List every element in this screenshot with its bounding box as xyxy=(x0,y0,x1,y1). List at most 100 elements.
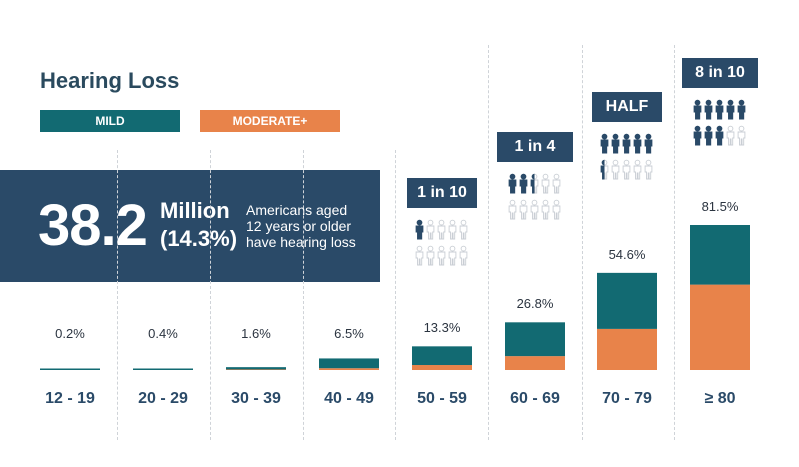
legend-moderate: MODERATE+ xyxy=(200,110,340,132)
value-label: 26.8% xyxy=(516,296,554,312)
person-icon xyxy=(704,125,713,146)
category-label: 60 - 69 xyxy=(510,390,560,407)
column-divider xyxy=(117,150,118,440)
person-icon xyxy=(600,159,605,180)
person-figure xyxy=(530,199,539,220)
person-icon xyxy=(737,99,746,120)
banner-desc-line-2: 12 years or older xyxy=(246,218,352,234)
value-label: 13.3% xyxy=(423,320,461,336)
person-icon xyxy=(737,125,746,146)
bar-mild xyxy=(133,368,193,370)
person-figure xyxy=(622,133,631,154)
person-figure xyxy=(459,219,468,240)
person-figure xyxy=(737,125,746,146)
person-icon xyxy=(622,133,631,154)
category-label: 40 - 49 xyxy=(324,390,374,407)
banner-desc-line-1: Americans aged xyxy=(246,202,348,218)
banner-unit: Million xyxy=(160,198,230,223)
person-icon xyxy=(644,133,653,154)
ratio-badge: 1 in 4 xyxy=(497,132,573,162)
summary-banner: 38.2 Million (14.3%) Americans aged 12 y… xyxy=(0,170,380,282)
column-divider xyxy=(674,45,675,440)
bar-moderate xyxy=(412,365,472,370)
person-figure xyxy=(715,99,724,120)
bar-moderate xyxy=(505,356,565,370)
person-figure xyxy=(704,99,713,120)
person-icon xyxy=(519,173,528,194)
bar-mild xyxy=(226,367,286,370)
ratio-badge: 1 in 10 xyxy=(407,178,477,208)
person-icon xyxy=(644,159,653,180)
person-icon xyxy=(448,245,457,266)
category-label: 20 - 29 xyxy=(138,390,188,407)
value-label: 0.4% xyxy=(148,326,178,341)
category-label: 70 - 79 xyxy=(602,390,652,407)
person-icon xyxy=(415,219,424,240)
category-label: 30 - 39 xyxy=(231,390,281,407)
person-figure xyxy=(600,133,609,154)
person-figure xyxy=(426,245,435,266)
person-figure xyxy=(644,159,653,180)
value-label: 1.6% xyxy=(241,326,271,341)
person-icon xyxy=(622,159,631,180)
category-label: 50 - 59 xyxy=(417,390,467,407)
person-figure xyxy=(426,219,435,240)
value-label: 81.5% xyxy=(701,199,739,214)
ratio-badge: HALF xyxy=(592,92,662,122)
person-icon xyxy=(715,125,724,146)
person-icon xyxy=(633,133,642,154)
person-figure xyxy=(726,125,735,146)
person-figure xyxy=(600,159,609,180)
legend-mild: MILD xyxy=(40,110,180,132)
person-icon xyxy=(611,159,620,180)
person-figure xyxy=(704,125,713,146)
person-figure xyxy=(415,219,424,240)
person-icon xyxy=(508,199,517,220)
bar-mild xyxy=(690,225,750,285)
person-icon xyxy=(693,99,702,120)
banner-count: 38.2 xyxy=(38,193,148,258)
person-icon xyxy=(552,173,561,194)
bar-moderate xyxy=(690,284,750,370)
person-figure xyxy=(693,99,702,120)
person-figure xyxy=(633,159,642,180)
bar-moderate xyxy=(597,328,657,370)
person-icon xyxy=(611,133,620,154)
person-icon xyxy=(459,219,468,240)
person-figure xyxy=(611,159,620,180)
person-icon xyxy=(704,99,713,120)
person-figure xyxy=(519,173,528,194)
person-figure xyxy=(508,173,517,194)
column-divider xyxy=(210,150,211,440)
person-figure xyxy=(644,133,653,154)
bar-mild xyxy=(505,322,565,357)
value-label: 6.5% xyxy=(334,326,364,341)
person-figure xyxy=(552,173,561,194)
person-figure xyxy=(715,125,724,146)
bar-moderate xyxy=(319,368,379,370)
person-icon xyxy=(633,159,642,180)
person-figure xyxy=(737,99,746,120)
banner-desc-line-3: have hearing loss xyxy=(246,234,356,250)
person-icon xyxy=(415,245,424,266)
person-icon xyxy=(715,99,724,120)
category-label: 12 - 19 xyxy=(45,390,95,407)
person-figure xyxy=(415,245,424,266)
value-label: 54.6% xyxy=(608,246,646,262)
person-icon xyxy=(541,199,550,220)
person-figure xyxy=(541,173,550,194)
person-figure xyxy=(448,219,457,240)
column-divider xyxy=(303,150,304,440)
person-icon xyxy=(426,219,435,240)
person-icon xyxy=(530,199,539,220)
person-icon xyxy=(693,125,702,146)
chart-title: Hearing Loss xyxy=(40,68,180,93)
person-icon xyxy=(552,199,561,220)
person-figure xyxy=(530,173,539,194)
person-icon xyxy=(530,173,535,194)
person-figure xyxy=(448,245,457,266)
person-icon xyxy=(437,245,446,266)
person-figure xyxy=(541,199,550,220)
person-icon xyxy=(519,199,528,220)
